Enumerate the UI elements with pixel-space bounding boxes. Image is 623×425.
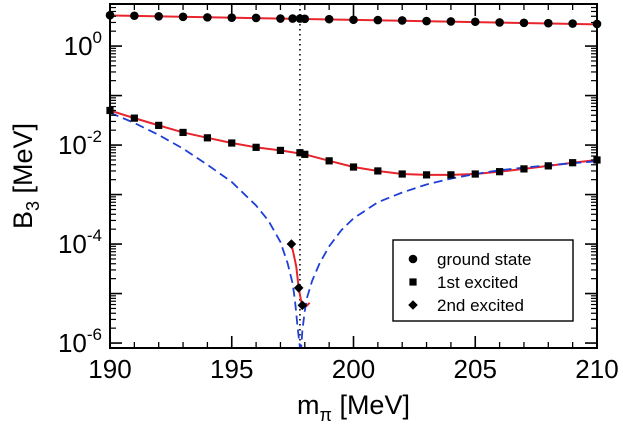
data-point-ground-state [130, 11, 139, 21]
x-tick-label: 190 [88, 354, 131, 384]
y-tick-label: 10-6 [58, 325, 102, 358]
data-point-1st-excited [422, 171, 431, 179]
x-tick-label: 205 [454, 354, 497, 384]
data-point-1st-excited [228, 139, 236, 147]
y-tick-base: 10 [64, 31, 93, 61]
data-point-1st-excited [203, 134, 211, 142]
data-point-1st-excited [252, 143, 260, 151]
y-tick-label: 100 [64, 28, 102, 61]
x-axis-title-sub: π [320, 405, 332, 425]
data-point-ground-state [422, 16, 431, 26]
y-tick-label: 10-4 [58, 226, 102, 259]
data-point-ground-state [227, 13, 237, 22]
data-point-ground-state [349, 15, 358, 25]
data-point-ground-state [470, 17, 480, 27]
x-tick-label: 210 [575, 354, 618, 384]
y-axis-title-main: B [8, 211, 38, 229]
curve-analytic-approximation [110, 111, 597, 348]
data-point-1st-excited [130, 114, 138, 122]
data-point-ground-state [544, 18, 553, 28]
data-point-ground-state [178, 12, 188, 22]
x-axis-title: mπ [MeV] [297, 390, 410, 425]
data-point-1st-excited [569, 159, 577, 167]
data-point-2nd-excited [286, 239, 297, 249]
x-tick-label: 195 [210, 354, 253, 384]
data-point-ground-state [397, 16, 407, 25]
data-point-ground-state [568, 19, 577, 28]
legend: ground state 1st excited 2nd excited [392, 239, 574, 322]
data-point-ground-state [373, 15, 383, 25]
y-axis-title-sub: 3 [23, 201, 43, 211]
data-point-1st-excited [155, 121, 163, 129]
legend-marker-circle [408, 254, 418, 264]
y-tick-exponent: -6 [87, 325, 102, 344]
x-tick-label: 200 [332, 354, 375, 384]
data-point-1st-excited [471, 170, 479, 178]
data-point-ground-state [446, 17, 456, 26]
data-point-2nd-excited [293, 283, 304, 293]
legend-label: 1st excited [437, 273, 518, 292]
data-point-1st-excited [179, 128, 187, 137]
y-tick-base: 10 [58, 229, 87, 259]
data-point-1st-excited [496, 168, 504, 176]
data-point-1st-excited [325, 157, 333, 165]
data-point-ground-state [154, 11, 163, 21]
data-point-1st-excited [349, 163, 358, 171]
data-point-ground-state [324, 14, 334, 24]
data-point-1st-excited [276, 146, 285, 155]
x-axis-title-unit: [MeV] [332, 390, 410, 420]
data-point-ground-state [300, 14, 310, 24]
data-point-1st-excited [520, 165, 528, 173]
x-axis-title-main: m [297, 390, 320, 420]
y-axis-title-unit: [MeV] [8, 123, 38, 201]
data-point-ground-state [495, 18, 504, 27]
data-point-1st-excited [374, 167, 382, 175]
legend-box [392, 239, 574, 322]
legend-marker-square [409, 278, 417, 286]
data-point-ground-state [203, 13, 212, 22]
data-point-ground-state [251, 13, 261, 23]
data-point-ground-state [288, 14, 297, 23]
y-tick-exponent: 0 [93, 28, 102, 47]
data-point-1st-excited [544, 162, 552, 170]
y-tick-base: 10 [58, 328, 87, 358]
data-point-1st-excited [301, 150, 309, 158]
data-point-ground-state [519, 18, 529, 28]
legend-label: ground state [437, 250, 532, 269]
data-point-1st-excited [398, 170, 406, 178]
data-point-ground-state [276, 14, 285, 23]
data-point-1st-excited [296, 149, 304, 157]
y-tick-label: 10-2 [58, 127, 102, 160]
y-tick-exponent: -4 [87, 226, 102, 245]
y-tick-exponent: -2 [87, 127, 102, 146]
legend-marker-diamond [408, 300, 418, 310]
markers-layer [105, 10, 602, 311]
y-axis-title: B3 [MeV] [8, 123, 43, 229]
data-point-2nd-excited [297, 300, 308, 311]
y-tick-base: 10 [58, 130, 87, 160]
legend-label: 2nd excited [437, 296, 524, 315]
data-point-1st-excited [447, 171, 455, 179]
